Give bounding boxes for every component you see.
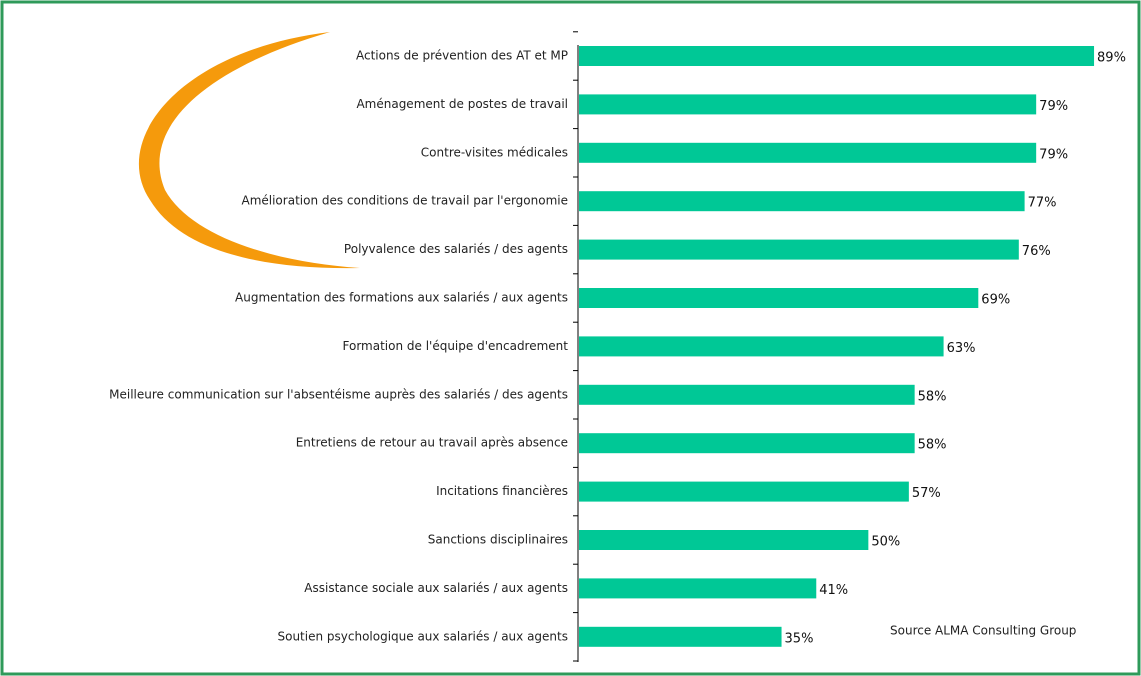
bar — [579, 433, 915, 453]
bar — [579, 385, 915, 405]
bar — [579, 288, 978, 308]
category-label: Soutien psychologique aux salariés / aux… — [277, 629, 568, 643]
category-label: Meilleure communication sur l'absentéism… — [109, 387, 568, 401]
value-label: 57% — [912, 486, 941, 501]
category-label: Incitations financières — [436, 484, 568, 498]
value-label: 69% — [981, 293, 1010, 308]
category-label: Formation de l'équipe d'encadrement — [343, 339, 569, 353]
bar — [579, 46, 1094, 66]
bar — [579, 627, 782, 647]
category-label: Entretiens de retour au travail après ab… — [296, 436, 568, 450]
value-label: 58% — [918, 438, 947, 453]
bar — [579, 191, 1025, 211]
page: {"chart_data": {"type": "bar", "orientat… — [0, 0, 1141, 676]
category-label: Sanctions disciplinaires — [428, 533, 568, 547]
category-label: Polyvalence des salariés / des agents — [344, 242, 568, 256]
value-label: 77% — [1028, 196, 1057, 211]
decorative-swoosh — [139, 32, 360, 268]
bar — [579, 578, 816, 598]
value-label: 79% — [1039, 99, 1068, 114]
bar — [579, 94, 1036, 114]
value-label: 63% — [947, 341, 976, 356]
value-label: 76% — [1022, 244, 1051, 259]
bar — [579, 530, 868, 550]
bar — [579, 240, 1019, 260]
value-label: 58% — [918, 389, 947, 404]
value-label: 79% — [1039, 147, 1068, 162]
source-note: Source ALMA Consulting Group — [890, 624, 1076, 638]
category-label: Contre-visites médicales — [421, 145, 568, 159]
category-label: Actions de prévention des AT et MP — [356, 49, 568, 63]
value-label: 35% — [785, 631, 814, 646]
category-label: Amélioration des conditions de travail p… — [241, 194, 568, 208]
value-label: 41% — [819, 583, 848, 598]
value-label: 89% — [1097, 51, 1126, 66]
bar — [579, 482, 909, 502]
chart: Source ALMA Consulting Group Actions de … — [0, 0, 1141, 676]
category-label: Assistance sociale aux salariés / aux ag… — [304, 581, 568, 595]
bar — [579, 336, 944, 356]
category-label: Aménagement de postes de travail — [356, 97, 568, 111]
bar — [579, 143, 1036, 163]
value-label: 50% — [871, 535, 900, 550]
category-label: Augmentation des formations aux salariés… — [235, 291, 568, 305]
